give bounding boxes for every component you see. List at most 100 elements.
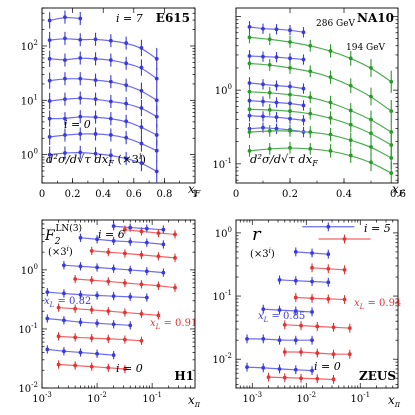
data-point [93,132,98,136]
data-point [139,282,144,287]
data-point [139,311,144,316]
data-point [347,326,352,331]
h1-scale-end: ) [69,247,73,258]
series-curve [249,108,392,146]
data-point [124,135,129,140]
data-point [108,58,113,62]
data-point [315,351,320,355]
data-point [261,114,265,119]
y-tick-label: 102 [21,39,38,53]
data-point [310,338,314,343]
h1-xl082-sub: L [49,301,55,309]
h1-title: H1 [174,369,194,383]
data-point [45,347,50,352]
data-point [47,116,52,121]
zeus-xl094-val: = 0.94 [364,298,401,309]
data-point [124,101,129,106]
zeus-series-group [245,222,371,384]
data-point [288,145,292,150]
data-point [154,148,159,153]
data-point [93,115,98,120]
h1-scale-main: (×3 [48,247,67,258]
data-point [315,376,320,381]
e615-series-group [47,10,159,183]
data-point [63,76,67,81]
zeus-scale-main: (×3 [250,249,269,260]
data-point [282,350,287,354]
series-curve [295,296,346,301]
data-point [326,224,331,229]
data-point [111,266,116,271]
data-point [328,100,333,105]
data-point [261,54,265,59]
data-point [274,100,279,105]
data-point [78,150,83,155]
data-point [261,365,266,370]
h1-xlabel-sub: π [194,400,201,409]
data-point [111,294,116,299]
zeus-i5-label: i = 5 [364,222,391,235]
data-point [156,313,161,318]
h1-scale-note: (×3i) [48,245,73,258]
data-point [89,364,94,369]
data-point [342,297,347,302]
h1-xlabel: xπ [188,393,201,409]
x-tick-label: 0.6 [390,189,406,200]
data-point [261,125,265,130]
x-tick-label: 0.8 [156,189,172,200]
h1-xlabel-main: x [188,393,195,407]
data-point [267,128,272,133]
data-point [326,266,331,271]
data-point [156,283,161,288]
data-point [310,368,314,373]
data-point [308,95,313,100]
data-point [95,351,99,356]
data-point [47,134,52,139]
data-point [78,235,83,240]
data-point [342,267,347,272]
h1-frame [41,219,196,389]
data-point [156,231,161,235]
data-point [93,151,98,156]
data-point [261,82,265,87]
data-point [288,128,292,133]
data-point [139,161,144,165]
data-point [56,362,61,367]
data-point [267,90,272,95]
data-point [63,36,67,41]
data-point [274,83,279,88]
data-point [93,97,98,102]
data-point [247,54,252,58]
data-point [328,132,333,137]
data-point [173,285,177,290]
h1-i0-label: i = 0 [116,362,143,375]
data-point [108,153,113,158]
data-point [369,94,373,99]
data-point [389,130,394,134]
zeus-ylabel: r [252,224,262,245]
panel-zeus: 10-3 10-2 10-1 10-2 10-1 100 [212,219,399,405]
data-point [369,66,373,70]
data-point [139,46,144,50]
data-point [261,26,265,31]
data-point [310,279,314,284]
e615-xlabel-sub: F [194,189,201,198]
data-point [78,264,83,269]
data-point [326,252,331,257]
h1-xl091-main: x [150,318,156,329]
data-point [288,92,292,97]
data-point [288,28,292,33]
data-point [128,323,133,328]
series-curve [249,130,392,159]
data-point [111,353,116,358]
data-point [89,278,94,283]
data-point [308,111,313,116]
zeus-scale-sup: i [269,247,271,255]
data-point [78,56,83,60]
na10-formula-sub: F [311,159,318,168]
data-point [144,240,149,245]
series-curve [49,133,158,152]
data-point [288,109,292,113]
data-point [389,109,394,113]
data-point [299,376,303,381]
